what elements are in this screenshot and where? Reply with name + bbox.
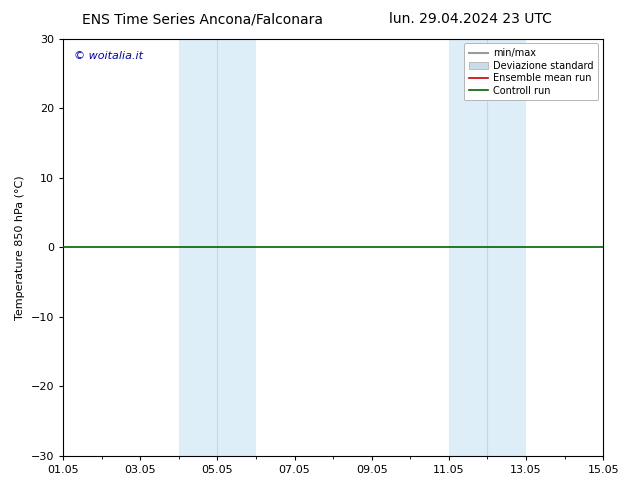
Text: © woitalia.it: © woitalia.it bbox=[74, 51, 143, 61]
Text: lun. 29.04.2024 23 UTC: lun. 29.04.2024 23 UTC bbox=[389, 12, 552, 26]
Bar bbox=[217, 39, 256, 456]
Y-axis label: Temperature 850 hPa (°C): Temperature 850 hPa (°C) bbox=[15, 175, 25, 319]
Bar bbox=[488, 39, 526, 456]
Legend: min/max, Deviazione standard, Ensemble mean run, Controll run: min/max, Deviazione standard, Ensemble m… bbox=[464, 44, 598, 100]
Bar bbox=[449, 39, 488, 456]
Bar bbox=[179, 39, 217, 456]
Text: ENS Time Series Ancona/Falconara: ENS Time Series Ancona/Falconara bbox=[82, 12, 323, 26]
